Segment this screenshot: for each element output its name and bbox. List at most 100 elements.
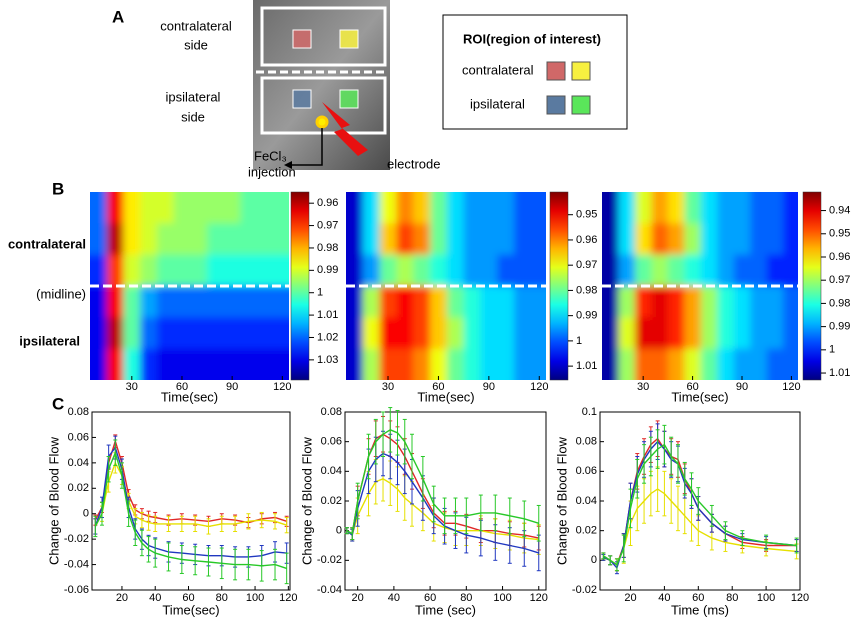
heatmap-cell	[446, 317, 465, 350]
heatmap-cell	[156, 317, 175, 350]
heatmap-cell	[430, 223, 448, 256]
heatmap-cell	[430, 348, 448, 380]
plot-frame	[599, 411, 801, 591]
heatmap-cell	[123, 254, 141, 287]
heatmap-cell	[173, 317, 191, 350]
heatmap-cell	[480, 223, 498, 256]
heatmap-cell	[530, 192, 546, 224]
x-axis-label: Time(sec)	[162, 602, 219, 617]
heatmap-cell	[684, 348, 702, 380]
x-tick-label: 60	[424, 592, 436, 604]
heatmap-cell	[346, 254, 364, 287]
heatmap-cell	[602, 317, 619, 350]
heatmap-cell	[783, 317, 798, 350]
y-tick-label: 0.06	[68, 431, 89, 443]
heatmap-cells	[90, 192, 289, 380]
heatmap-cell	[634, 192, 652, 224]
y-tick-label: 0.1	[582, 406, 597, 418]
heatmap-cell	[684, 254, 702, 287]
y-axis-label: Change of Blood Flow	[554, 436, 569, 565]
colorbar-tick-label: 0.98	[829, 297, 850, 309]
heatmap-cell	[379, 348, 397, 380]
heatmap-cell	[257, 192, 275, 224]
heatmap-cell	[106, 254, 124, 287]
legend-label: ipsilateral	[470, 96, 525, 111]
heatmap-cell	[362, 223, 381, 256]
heatmap-cell	[514, 348, 532, 380]
x-tick-label: 120	[530, 381, 548, 393]
heatmap-cell	[273, 317, 289, 350]
x-tick-label: 90	[483, 381, 495, 393]
colorbar-tick-label: 1.03	[317, 354, 338, 366]
heatmap-cell	[634, 317, 652, 350]
x-tick-label: 90	[226, 381, 238, 393]
x-tick-label: 20	[116, 592, 128, 604]
heatmap-cell	[396, 192, 414, 224]
colorbar	[290, 191, 310, 381]
colorbar-tick-label: 0.96	[576, 234, 597, 246]
heatmap-cell	[413, 317, 431, 350]
heatmap-cell	[362, 317, 381, 350]
heatmap-cell	[684, 192, 702, 224]
heatmap-cell	[257, 348, 275, 380]
heatmap-cell	[123, 286, 141, 318]
colorbar-tick-label: 0.97	[317, 219, 338, 231]
x-tick-label: 120	[782, 381, 800, 393]
heatmap-cell	[497, 223, 515, 256]
heatmap-cell	[783, 192, 798, 224]
heatmap	[346, 192, 546, 380]
y-tick-label: -0.02	[64, 533, 89, 545]
roi-square	[339, 29, 359, 49]
x-axis-label: Time(sec)	[417, 389, 474, 404]
heatmap-cell	[497, 192, 515, 224]
x-tick-label: 80	[460, 592, 472, 604]
heatmap-cell	[240, 348, 258, 380]
heatmap-cell	[223, 286, 242, 318]
heatmap-cell	[223, 254, 242, 287]
heatmap-cell	[379, 254, 397, 287]
y-tick-label: 0.04	[576, 495, 597, 507]
heatmap-cell	[273, 223, 289, 256]
heatmap-cell	[480, 317, 498, 350]
heatmap-cell	[190, 317, 208, 350]
heatmap-cell	[766, 348, 784, 380]
heatmap-cell	[140, 317, 158, 350]
heatmap-cell	[766, 254, 784, 287]
heatmap-cell	[273, 192, 289, 224]
electrode	[322, 102, 368, 156]
heatmap-cell	[667, 254, 685, 287]
colorbar-tick-label: 0.97	[829, 274, 850, 286]
heatmap-cell	[750, 223, 768, 256]
heatmap-cell	[90, 348, 108, 380]
x-axis-label: Time (ms)	[671, 602, 729, 617]
heatmap-cell	[530, 223, 546, 256]
heatmap-cell	[362, 192, 381, 224]
x-tick-label: 100	[246, 592, 264, 604]
heatmap-cell	[173, 192, 191, 224]
heatmap-cell	[207, 286, 225, 318]
heatmap-cell	[717, 317, 735, 350]
heatmap-cell	[156, 254, 175, 287]
heatmap-cell	[190, 192, 208, 224]
heatmap-cell	[651, 192, 669, 224]
heatmap-cell	[700, 192, 718, 224]
heatmap-cell	[90, 317, 108, 350]
heatmap-cell	[140, 286, 158, 318]
heatmap-cell	[362, 286, 381, 318]
colorbar-tick-label: 0.94	[829, 204, 850, 216]
heatmap-cell	[602, 348, 619, 380]
row-label: (midline)	[36, 286, 86, 301]
heatmap-cell	[530, 348, 546, 380]
heatmap-cell	[123, 223, 141, 256]
heatmap-cell	[717, 254, 735, 287]
heatmap-cell	[700, 317, 718, 350]
heatmap-cell	[106, 317, 124, 350]
heatmap-cell	[634, 223, 652, 256]
heatmap-cell	[733, 254, 751, 287]
x-tick-label: 40	[658, 592, 670, 604]
heatmap-cell	[750, 254, 768, 287]
heatmap-cell	[446, 254, 465, 287]
row-label: contralateral	[8, 236, 86, 251]
heatmap-cell	[651, 286, 669, 318]
heatmap-cell	[750, 348, 768, 380]
